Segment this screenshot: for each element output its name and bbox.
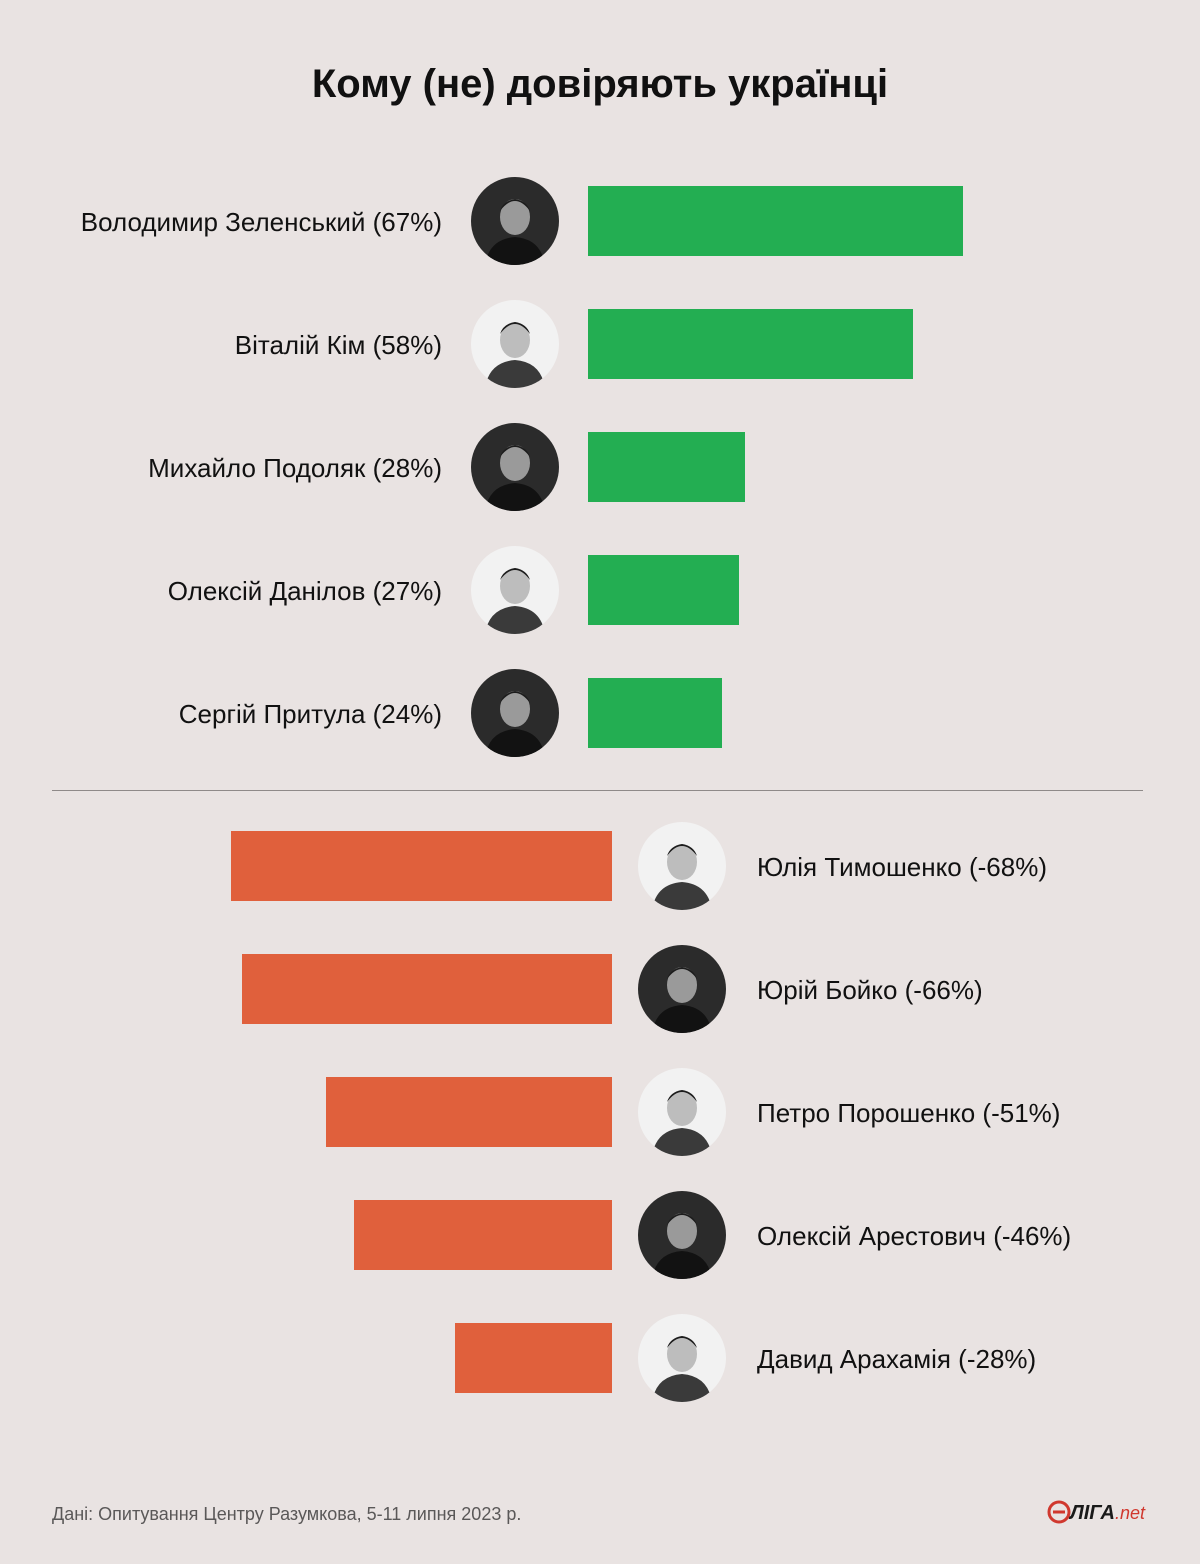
distrust-row: Юрій Бойко (-66%) — [0, 945, 1200, 1035]
trust-row: Сергій Притула (24%) — [0, 669, 1200, 759]
trust-label: Володимир Зеленський (67%) — [80, 207, 442, 237]
portrait-avatar — [471, 423, 559, 511]
chart-title: Кому (не) довіряють українці — [311, 62, 889, 106]
liga-logo: ЛІГА.net — [1046, 1494, 1156, 1530]
portrait-avatar — [638, 1191, 726, 1279]
source-note: Дані: Опитування Центру Разумкова, 5-11 … — [52, 1504, 522, 1524]
trust-label: Сергій Притула (24%) — [178, 699, 442, 729]
trust-row: Михайло Подоляк (28%) — [0, 423, 1200, 513]
distrust-row: Юлія Тимошенко (-68%) — [0, 822, 1200, 912]
distrust-bar — [231, 831, 612, 901]
trust-bar — [588, 555, 740, 625]
distrust-label: Петро Порошенко (-51%) — [757, 1098, 1061, 1128]
portrait-avatar — [471, 177, 559, 265]
distrust-row: Давид Арахамія (-28%) — [0, 1314, 1200, 1404]
trust-bar — [588, 432, 745, 502]
trust-row: Володимир Зеленський (67%) — [0, 177, 1200, 267]
divider — [52, 790, 1143, 791]
trust-bar — [588, 186, 964, 256]
distrust-bar — [326, 1077, 612, 1147]
portrait-avatar — [471, 300, 559, 388]
distrust-row: Петро Порошенко (-51%) — [0, 1068, 1200, 1158]
distrust-bar — [455, 1323, 612, 1393]
portrait-avatar — [638, 945, 726, 1033]
distrust-row: Олексій Арестович (-46%) — [0, 1191, 1200, 1281]
distrust-label: Юрій Бойко (-66%) — [757, 975, 983, 1005]
portrait-avatar — [638, 1068, 726, 1156]
trust-row: Віталій Кім (58%) — [0, 300, 1200, 390]
portrait-avatar — [471, 669, 559, 757]
liga-logo-text: ЛІГА.net — [1070, 1502, 1146, 1524]
distrust-bar — [242, 954, 612, 1024]
liga-logo-icon — [1047, 1500, 1071, 1524]
trust-row: Олексій Данілов (27%) — [0, 546, 1200, 636]
distrust-bar — [354, 1200, 612, 1270]
portrait-avatar — [638, 822, 726, 910]
trust-label: Віталій Кім (58%) — [234, 330, 442, 360]
distrust-label: Давид Арахамія (-28%) — [757, 1344, 1037, 1374]
distrust-label: Юлія Тимошенко (-68%) — [757, 852, 1047, 882]
trust-bar — [588, 678, 723, 748]
trust-label: Михайло Подоляк (28%) — [148, 453, 442, 483]
trust-bar — [588, 309, 913, 379]
portrait-avatar — [471, 546, 559, 634]
distrust-label: Олексій Арестович (-46%) — [757, 1221, 1072, 1251]
trust-label: Олексій Данілов (27%) — [167, 576, 442, 606]
portrait-avatar — [638, 1314, 726, 1402]
